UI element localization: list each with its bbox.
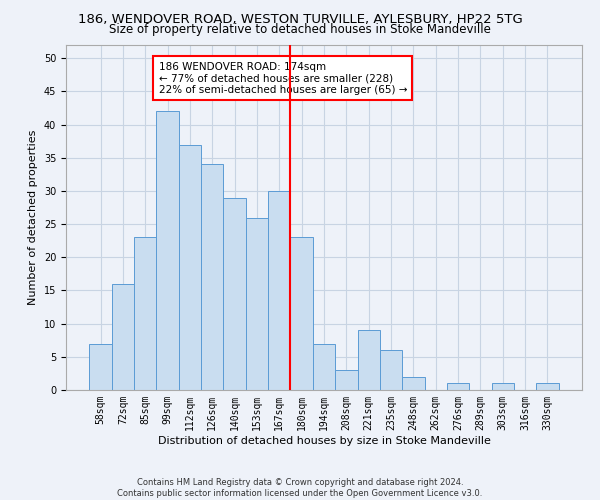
Text: Size of property relative to detached houses in Stoke Mandeville: Size of property relative to detached ho… — [109, 22, 491, 36]
Bar — [536, 384, 559, 390]
Bar — [223, 198, 246, 390]
Bar — [179, 144, 201, 390]
X-axis label: Distribution of detached houses by size in Stoke Mandeville: Distribution of detached houses by size … — [158, 436, 490, 446]
Y-axis label: Number of detached properties: Number of detached properties — [28, 130, 38, 305]
Bar — [491, 384, 514, 390]
Bar — [358, 330, 380, 390]
Bar — [134, 238, 157, 390]
Bar — [201, 164, 223, 390]
Bar — [380, 350, 402, 390]
Bar — [402, 376, 425, 390]
Bar — [447, 384, 469, 390]
Text: Contains HM Land Registry data © Crown copyright and database right 2024.
Contai: Contains HM Land Registry data © Crown c… — [118, 478, 482, 498]
Bar — [112, 284, 134, 390]
Text: 186, WENDOVER ROAD, WESTON TURVILLE, AYLESBURY, HP22 5TG: 186, WENDOVER ROAD, WESTON TURVILLE, AYL… — [77, 12, 523, 26]
Text: 186 WENDOVER ROAD: 174sqm
← 77% of detached houses are smaller (228)
22% of semi: 186 WENDOVER ROAD: 174sqm ← 77% of detac… — [159, 62, 407, 95]
Bar — [89, 344, 112, 390]
Bar — [157, 112, 179, 390]
Bar — [290, 238, 313, 390]
Bar — [268, 191, 290, 390]
Bar — [335, 370, 358, 390]
Bar — [313, 344, 335, 390]
Bar — [246, 218, 268, 390]
